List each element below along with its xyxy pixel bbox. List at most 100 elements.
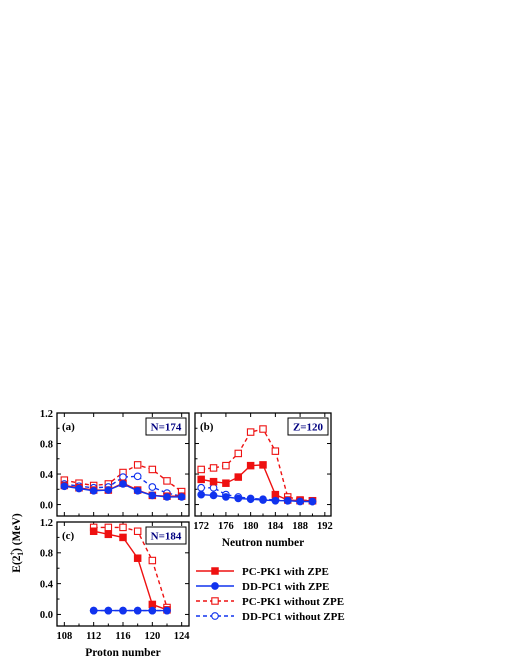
panel-a-annotation-box <box>145 417 187 436</box>
panel-c-xtick-label: 120 <box>144 631 160 642</box>
panel-a-dd-pc1-without-zpe-point <box>133 472 142 481</box>
panel-b-dd-pc1-with-zpe-point <box>271 496 280 505</box>
panel-b-pc-pk1-with-zpe-point <box>259 461 267 469</box>
legend-dd-pc1-with-zpe-label: DD-PC1 with ZPE <box>242 581 329 593</box>
panel-b-xtick-label: 172 <box>193 521 209 532</box>
panel-a-ytick-label: 0.8 <box>40 439 53 450</box>
panel-a-dd-pc1-with-zpe-point <box>75 484 83 493</box>
legend: PC-PK1 with ZPE DD-PC1 with ZPE PC-PK1 wit… <box>196 566 345 623</box>
panel-a-dd-pc1-with-zpe-point <box>60 482 69 491</box>
panel-b-pc-pk1-with-zpe-point <box>234 473 243 481</box>
panel-a-pc-pk1-without-zpe-point <box>163 477 171 485</box>
panel-c-pc-pk1-without-zpe-point <box>104 523 113 532</box>
panel-a-annotation: N=174 <box>151 422 182 434</box>
panel-b-pc-pk1-with-zpe-point <box>197 475 205 484</box>
panel-b-pc-pk1-without-zpe-point <box>209 464 218 472</box>
panel-a-ytick-label: 0.4 <box>40 470 54 481</box>
panel-c: 108 112 116 120 124 0.0 0.4 0.8 1.2 (c) N=184 Proto… <box>40 518 190 659</box>
panel-b-pc-pk1-without-zpe-point <box>234 449 243 458</box>
panel-a-dd-pc1-with-zpe-series <box>60 480 186 501</box>
panel-c-ytick-label: 1.2 <box>40 518 53 529</box>
panel-b-dd-pc1-with-zpe-point <box>197 490 206 499</box>
panel-a-dd-pc1-with-zpe-point <box>133 486 142 495</box>
panel-b-dd-pc1-with-zpe-point <box>246 495 255 504</box>
panel-a-pc-pk1-without-zpe-point <box>133 461 142 469</box>
legend-dd-pc1-with-zpe-marker <box>211 582 219 590</box>
legend-dd-pc1-without-zpe: DD-PC1 without ZPE <box>196 611 345 623</box>
panel-b-pc-pk1-without-zpe-line <box>201 428 313 502</box>
y-axis-title: E(2+1) (MeV) <box>8 513 25 573</box>
panel-b-xtick-label: 180 <box>243 521 259 532</box>
legend-pc-pk1-with-zpe-marker <box>211 567 219 575</box>
panel-b-pc-pk1-with-zpe-point <box>209 477 218 486</box>
legend-dd-pc1-without-zpe-label: DD-PC1 without ZPE <box>242 611 345 623</box>
panel-c-pc-pk1-with-zpe-point <box>148 600 157 609</box>
panel-c-dd-pc1-with-zpe-point <box>89 606 98 615</box>
panel-c-annotation-box <box>145 526 187 545</box>
panel-b-pc-pk1-with-zpe-line <box>201 464 313 502</box>
panel-a-dd-pc1-without-zpe-line <box>64 475 182 497</box>
panel-b-dd-pc1-with-zpe-series <box>197 490 317 506</box>
panel-b-dd-pc1-with-zpe-point <box>209 491 218 500</box>
panel-b-dd-pc1-with-zpe-point <box>259 496 267 504</box>
panel-b-pc-pk1-with-zpe-point <box>222 479 230 487</box>
legend-pc-pk1-without-zpe-marker <box>211 597 219 605</box>
panel-c-ytick-label: 0.4 <box>40 579 54 590</box>
panel-a-label: (a) <box>62 421 75 433</box>
panel-b-dd-pc1-without-zpe-point <box>209 483 218 492</box>
panel-b-xtick-label: 192 <box>317 521 333 532</box>
panel-c-dd-pc1-with-zpe-point <box>104 606 113 615</box>
panel-c-pc-pk1-with-zpe-point <box>119 533 127 542</box>
panel-a-dd-pc1-without-zpe-point <box>119 473 127 481</box>
panel-c-pc-pk1-with-zpe-point <box>89 527 98 535</box>
panel-b-label: (b) <box>200 421 214 433</box>
panel-c-frame <box>56 521 190 627</box>
legend-pc-pk1-with-zpe-label: PC-PK1 with ZPE <box>242 566 329 578</box>
panel-b-pc-pk1-without-zpe-point <box>222 461 230 470</box>
panel-c-pc-pk1-without-zpe-line <box>93 526 168 608</box>
panel-b-annotation: Z=120 <box>293 422 324 434</box>
panel-a: 0.0 0.4 0.8 1.2 (a) N=174 <box>40 409 190 517</box>
panel-a-dd-pc1-with-zpe-point <box>119 480 127 488</box>
legend-dd-pc1-without-zpe-marker <box>211 612 219 620</box>
panel-c-dd-pc1-with-zpe-point <box>133 606 142 615</box>
panel-a-dd-pc1-with-zpe-point <box>148 491 157 500</box>
panel-b-pc-pk1-with-zpe-point <box>246 461 255 470</box>
panel-c-annotation: N=184 <box>151 531 182 543</box>
panel-b-dd-pc1-with-zpe-point <box>222 493 230 501</box>
panel-b-dd-pc1-with-zpe-line <box>201 493 313 503</box>
panel-b-dd-pc1-with-zpe-point <box>234 494 243 503</box>
panel-c-pc-pk1-with-zpe-point <box>133 554 142 562</box>
legend-pc-pk1-without-zpe-label: PC-PK1 without ZPE <box>242 596 344 608</box>
panel-b-xtick-label: 184 <box>267 521 284 532</box>
panel-a-dd-pc1-without-zpe-point <box>148 483 157 491</box>
panel-a-dd-pc1-with-zpe-point <box>104 486 113 494</box>
panel-c-pc-pk1-without-zpe-point <box>133 527 142 535</box>
panel-c-label: (c) <box>62 530 75 542</box>
panel-a-ytick-label: 1.2 <box>40 409 53 420</box>
panel-a-dd-pc1-with-zpe-point <box>89 486 98 495</box>
panel-b-dd-pc1-with-zpe-point <box>308 497 317 506</box>
panel-b-x-axis-title: Neutron number <box>222 537 305 549</box>
panel-c-dd-pc1-with-zpe-point <box>119 606 127 615</box>
panel-b-pc-pk1-without-zpe-point <box>197 465 205 474</box>
panel-c-xtick-label: 124 <box>174 631 191 642</box>
panel-b-xtick-label: 188 <box>292 521 308 532</box>
panel-a-dd-pc1-with-zpe-point <box>163 493 171 501</box>
panel-b-dd-pc1-with-zpe-point <box>296 497 304 506</box>
legend-pc-pk1-without-zpe: PC-PK1 without ZPE <box>196 596 344 608</box>
panel-c-x-axis-title: Proton number <box>85 647 161 659</box>
panel-a-frame <box>56 412 190 517</box>
panel-c-pc-pk1-with-zpe-point <box>104 530 113 539</box>
panel-c-dd-pc1-with-zpe-point <box>148 606 157 615</box>
panel-c-ytick-label: 0.0 <box>40 610 53 621</box>
panel-b-xtick-label: 176 <box>218 521 234 532</box>
panel-a-ytick-label: 0.0 <box>40 500 53 511</box>
panel-c-dd-pc1-with-zpe-series <box>89 606 171 615</box>
panel-b-pc-pk1-without-zpe-point <box>259 425 267 433</box>
panel-b-pc-pk1-without-zpe-point <box>246 428 255 436</box>
panel-c-pc-pk1-without-zpe-point <box>148 556 157 565</box>
panel-c-ytick-label: 0.8 <box>40 549 53 560</box>
panel-b-dd-pc1-without-zpe-point <box>197 483 206 492</box>
panel-a-pc-pk1-without-zpe-point <box>148 465 157 474</box>
